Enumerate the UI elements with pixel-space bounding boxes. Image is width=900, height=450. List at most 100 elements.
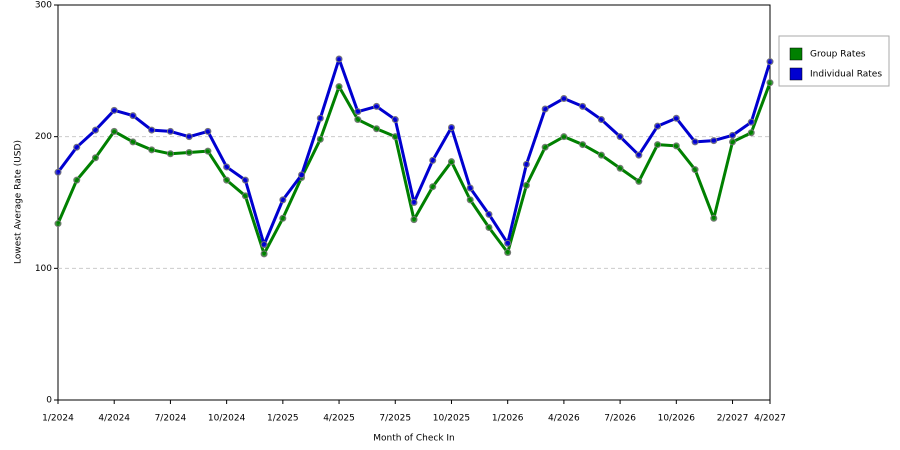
data-point	[260, 250, 268, 258]
data-point	[729, 138, 737, 146]
x-tick-label: 1/2024	[42, 414, 74, 424]
data-point	[185, 148, 193, 156]
data-point	[241, 192, 249, 200]
data-point	[616, 133, 624, 141]
x-tick-label: 2/2027	[717, 414, 749, 424]
x-tick-label: 7/2025	[379, 414, 411, 424]
x-tick-label: 4/2026	[548, 414, 580, 424]
data-point	[335, 55, 343, 63]
data-point	[73, 176, 81, 184]
data-point	[241, 176, 249, 184]
data-point	[541, 105, 549, 113]
data-point	[729, 131, 737, 139]
data-point	[654, 122, 662, 130]
data-point	[354, 108, 362, 116]
data-point	[522, 160, 530, 168]
y-tick-label: 100	[35, 264, 52, 274]
data-point	[560, 94, 568, 102]
data-point	[354, 116, 362, 124]
data-point	[466, 184, 474, 192]
data-point	[279, 196, 287, 204]
data-point	[373, 125, 381, 133]
y-tick-label: 200	[35, 132, 52, 142]
data-point	[410, 199, 418, 206]
y-axis-label: Lowest Average Rate (USD)	[14, 140, 24, 264]
data-point	[335, 83, 343, 91]
x-axis-label: Month of Check In	[373, 434, 455, 444]
data-point	[616, 164, 624, 172]
data-point	[766, 58, 774, 66]
x-tick-label: 7/2024	[155, 414, 187, 424]
data-point	[54, 220, 62, 228]
data-point	[485, 224, 493, 232]
x-tick-label: 7/2026	[604, 414, 636, 424]
data-point	[223, 176, 231, 184]
data-point	[391, 116, 399, 124]
legend-label: Group Rates	[810, 50, 866, 60]
data-point	[429, 156, 437, 164]
data-point	[316, 135, 324, 143]
data-point	[148, 126, 156, 134]
data-point	[166, 127, 174, 135]
data-point	[316, 114, 324, 122]
data-point	[579, 141, 587, 149]
data-point	[485, 210, 493, 218]
data-point	[672, 114, 680, 122]
data-point	[260, 241, 268, 249]
data-point	[579, 102, 587, 110]
data-point	[429, 183, 437, 191]
data-point	[560, 133, 568, 141]
data-point	[597, 151, 605, 159]
data-point	[129, 112, 137, 120]
data-point	[710, 137, 718, 145]
x-tick-label: 10/2026	[658, 414, 696, 424]
data-point	[522, 181, 530, 189]
data-point	[747, 118, 755, 126]
data-point	[166, 150, 174, 158]
data-point	[672, 142, 680, 150]
data-point	[223, 163, 231, 171]
x-tick-label: 1/2026	[492, 414, 524, 424]
data-point	[373, 102, 381, 110]
x-tick-label: 4/2027	[754, 414, 786, 424]
data-point	[635, 151, 643, 159]
data-point	[204, 147, 212, 155]
x-tick-label: 1/2025	[267, 414, 299, 424]
legend-swatch	[789, 67, 803, 81]
data-point	[541, 143, 549, 151]
data-point	[447, 123, 455, 131]
data-point	[597, 116, 605, 124]
data-point	[279, 214, 287, 222]
data-point	[91, 154, 99, 162]
x-tick-label: 4/2024	[98, 414, 130, 424]
data-point	[766, 79, 774, 87]
data-point	[185, 133, 193, 141]
data-point	[204, 127, 212, 135]
data-point	[110, 127, 118, 135]
data-point	[710, 214, 718, 222]
data-point	[73, 143, 81, 151]
legend-swatch	[789, 47, 803, 61]
data-point	[691, 166, 699, 174]
data-point	[110, 106, 118, 114]
data-point	[635, 177, 643, 185]
data-point	[691, 138, 699, 146]
x-tick-label: 10/2024	[208, 414, 246, 424]
data-point	[91, 126, 99, 134]
data-point	[466, 196, 474, 204]
x-tick-label: 4/2025	[323, 414, 355, 424]
data-point	[129, 138, 137, 146]
legend-label: Individual Rates	[810, 70, 882, 80]
data-point	[504, 239, 512, 247]
data-point	[747, 129, 755, 137]
data-point	[654, 141, 662, 149]
y-tick-label: 0	[46, 396, 52, 406]
x-tick-label: 10/2025	[433, 414, 470, 424]
data-point	[504, 249, 512, 257]
data-point	[410, 216, 418, 224]
data-point	[54, 168, 62, 176]
data-point	[148, 146, 156, 154]
y-tick-label: 300	[35, 1, 52, 11]
data-point	[298, 171, 306, 179]
